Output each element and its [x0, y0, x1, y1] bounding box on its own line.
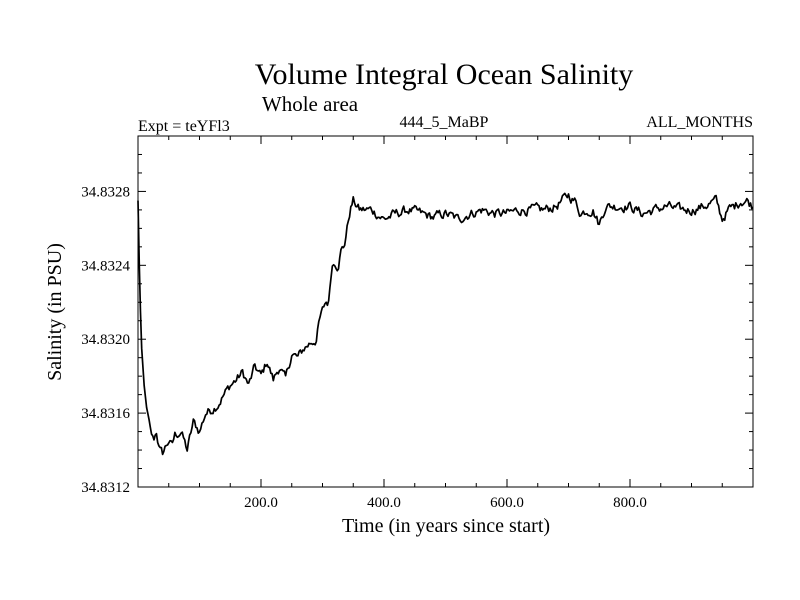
x-tick-label: 200.0: [244, 495, 278, 511]
y-tick-label: 34.8312: [81, 480, 130, 496]
header-right: ALL_MONTHS: [646, 114, 753, 131]
x-tick-label: 600.0: [490, 495, 524, 511]
plot-frame: [137, 135, 754, 488]
plot-area: [137, 135, 754, 488]
x-tick-labels: 200.0 400.0 600.0 800.0: [244, 495, 647, 511]
axis-ticks: [138, 135, 753, 488]
salinity-series-line: [137, 192, 754, 456]
x-tick-label: 400.0: [367, 495, 401, 511]
y-axis-label: Salinity (in PSU): [44, 243, 66, 381]
chart-title: Volume Integral Ocean Salinity: [255, 58, 634, 91]
header-left: Expt = teYFl3: [138, 118, 230, 135]
x-axis-label: Time (in years since start): [342, 515, 550, 537]
chart-subtitle: Whole area: [262, 92, 359, 116]
y-tick-label: 34.8320: [81, 332, 130, 348]
x-tick-label: 800.0: [613, 495, 647, 511]
y-tick-label: 34.8324: [81, 258, 130, 274]
y-tick-labels: 34.8312 34.8316 34.8320 34.8324 34.8328: [81, 184, 130, 496]
header-center: 444_5_MaBP: [400, 114, 489, 131]
y-tick-label: 34.8316: [81, 406, 130, 422]
y-tick-label: 34.8328: [81, 184, 130, 200]
